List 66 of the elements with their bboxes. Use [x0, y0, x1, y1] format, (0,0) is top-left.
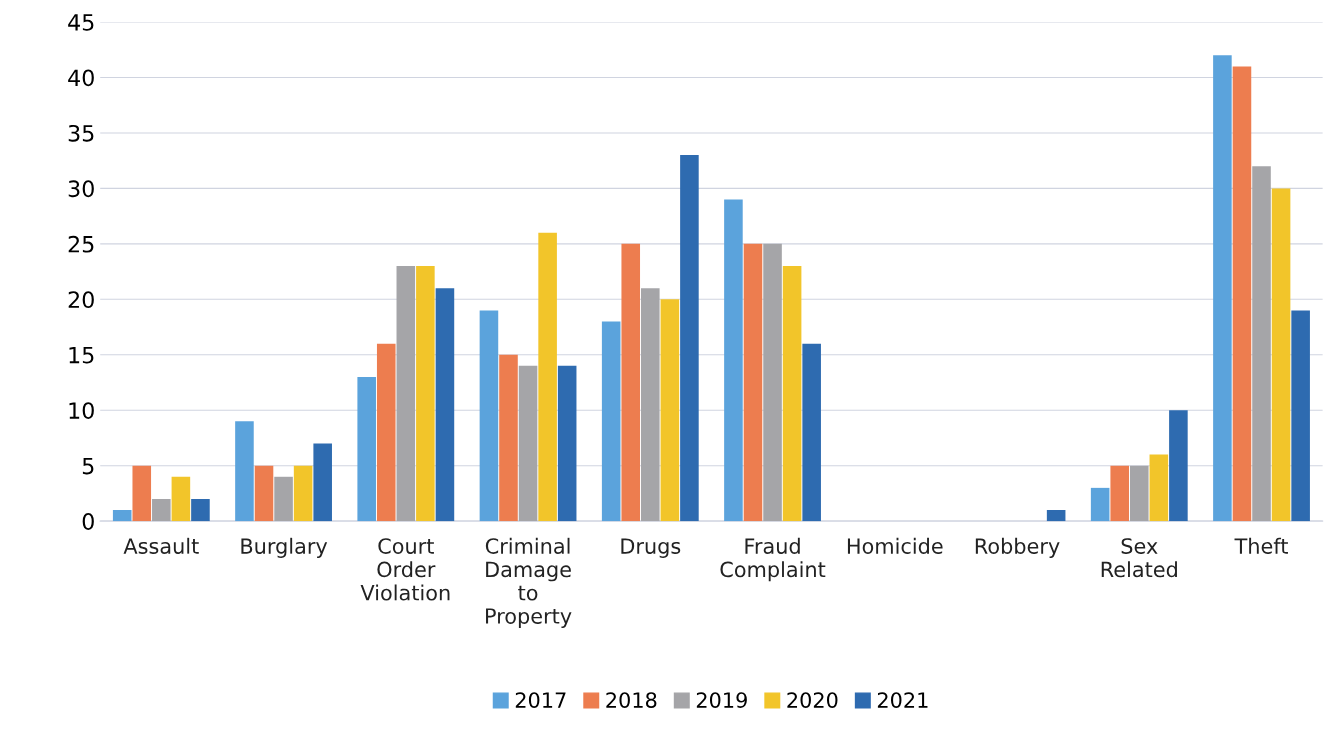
bar — [1271, 188, 1291, 522]
x-tick-label: Burglary — [241, 537, 328, 558]
bar — [416, 266, 435, 522]
x-tick-label: Court Order Violation — [360, 538, 450, 601]
bar — [1213, 55, 1232, 522]
bar — [376, 343, 396, 522]
y-tick-label: 25 — [68, 235, 94, 253]
bar — [782, 266, 802, 522]
bar — [724, 199, 743, 522]
y-tick-label: 10 — [69, 402, 94, 419]
bar — [1090, 487, 1110, 522]
bar — [254, 465, 274, 522]
bar — [601, 321, 621, 522]
y-tick-label: 30 — [68, 180, 94, 198]
bar — [274, 476, 293, 522]
legend-label: 2019 — [696, 692, 747, 708]
legend-label: 2020 — [787, 692, 838, 708]
bar — [1149, 454, 1169, 522]
legend-label: 2021 — [877, 692, 928, 708]
x-tick-label: Sex Related — [1101, 538, 1177, 578]
y-tick-label: 40 — [68, 69, 94, 87]
bar — [132, 465, 152, 522]
bar — [1232, 66, 1252, 522]
y-tick-label: 5 — [82, 457, 94, 475]
bar — [499, 354, 518, 522]
bar — [479, 310, 499, 522]
x-tick-label: Fraud Complaint — [720, 537, 826, 582]
x-tick-label: Assault — [123, 537, 199, 554]
bar — [293, 465, 313, 522]
bar — [538, 232, 557, 522]
bar — [641, 288, 660, 522]
bar — [435, 288, 455, 522]
x-tick-label: Robbery — [975, 537, 1060, 558]
bar — [518, 365, 538, 522]
y-tick-label: 35 — [68, 124, 94, 142]
bar — [171, 476, 191, 522]
bar — [680, 155, 699, 522]
bar — [743, 243, 763, 522]
bar — [1046, 510, 1066, 522]
bar — [802, 343, 821, 522]
bar — [660, 299, 680, 522]
x-tick-label: Criminal Damage to Property — [485, 537, 572, 628]
x-tick-label: Theft — [1234, 537, 1288, 554]
y-tick-label: 45 — [68, 14, 94, 31]
bar — [1129, 465, 1149, 522]
bar — [396, 266, 416, 522]
legend-label: 2018 — [606, 692, 657, 708]
bar — [1252, 166, 1271, 522]
bar — [557, 365, 577, 522]
legend-label: 2017 — [515, 692, 566, 708]
x-tick-label: Drugs — [621, 538, 681, 558]
bar — [1291, 310, 1310, 522]
y-tick-label: 20 — [68, 291, 94, 309]
bar — [1110, 465, 1130, 522]
bar — [235, 421, 254, 522]
bar — [313, 443, 332, 522]
bar — [152, 498, 171, 522]
bar — [357, 376, 376, 522]
bar — [621, 243, 641, 522]
x-tick-label: Homicide — [847, 537, 943, 554]
bar — [763, 243, 782, 522]
bar — [112, 510, 132, 522]
y-tick-label: 15 — [69, 347, 94, 364]
y-tick-label: 0 — [82, 513, 94, 530]
bar — [191, 498, 210, 522]
bar — [1169, 410, 1188, 522]
